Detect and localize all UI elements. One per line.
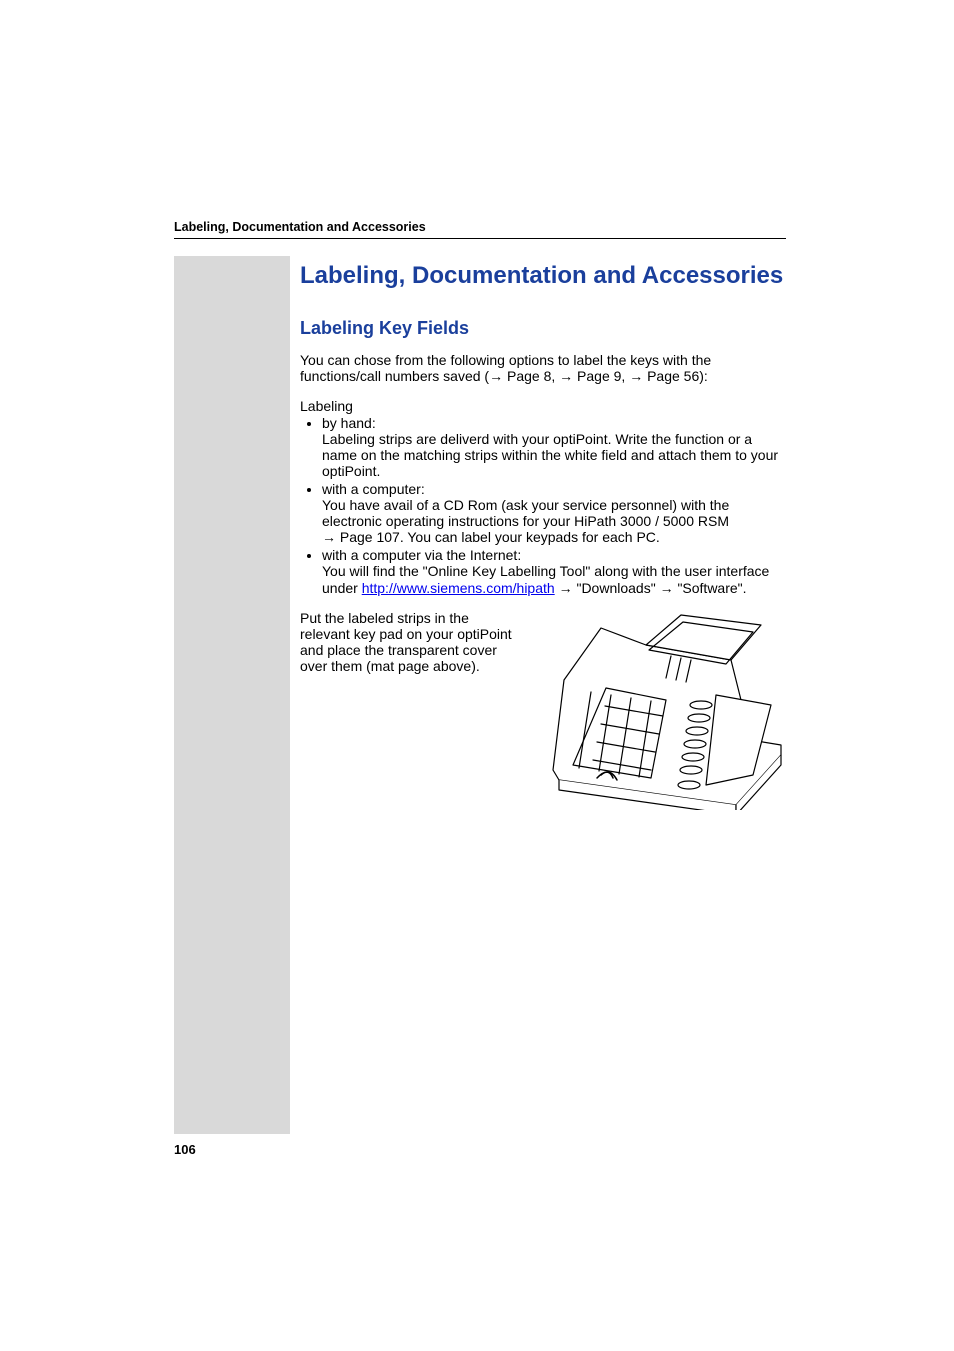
bullet-head: by hand:	[322, 415, 376, 431]
bullet-body-post: . You can label your keypads for each PC…	[400, 529, 660, 545]
list-item: with a computer via the Internet: You wi…	[322, 547, 786, 595]
arrow-icon: →	[322, 529, 340, 545]
arrow-icon: →	[629, 368, 647, 384]
intro-paragraph: You can chose from the following options…	[300, 352, 786, 384]
phone-illustration-svg	[531, 610, 786, 810]
closing-row: Put the labeled strips in the relevant k…	[300, 610, 786, 813]
labeling-label: Labeling	[300, 398, 786, 414]
list-item: with a computer: You have avail of a CD …	[322, 481, 786, 545]
page-title: Labeling, Documentation and Accessories	[300, 262, 786, 290]
phone-keypad-illustration	[531, 610, 786, 813]
arrow-icon: →	[660, 580, 674, 596]
labeling-options-list: by hand: Labeling strips are deliverd wi…	[300, 415, 786, 596]
bullet-body: Labeling strips are deliverd with your o…	[322, 431, 778, 479]
sidebar-gray-strip	[174, 256, 290, 1134]
arrow-icon: →	[559, 368, 577, 384]
bullet-head: with a computer via the Internet:	[322, 547, 521, 563]
content-column: Labeling, Documentation and Accessories …	[300, 256, 786, 813]
arrow-icon: →	[559, 580, 573, 596]
downloads-text: "Downloads"	[573, 580, 660, 596]
intro-ref3: Page 56	[647, 368, 699, 384]
intro-sep1: ,	[551, 368, 559, 384]
bullet-page-ref: Page 107	[340, 529, 400, 545]
section-subtitle: Labeling Key Fields	[300, 318, 786, 339]
list-item: by hand: Labeling strips are deliverd wi…	[322, 415, 786, 479]
closing-paragraph: Put the labeled strips in the relevant k…	[300, 610, 515, 674]
intro-ref2: Page 9	[577, 368, 621, 384]
intro-ref1: Page 8	[507, 368, 551, 384]
bullet-body-pre: You have avail of a CD Rom (ask your ser…	[322, 497, 729, 529]
intro-post: ):	[699, 368, 708, 384]
page-number: 106	[174, 1142, 196, 1157]
running-header: Labeling, Documentation and Accessories	[174, 220, 426, 234]
arrow-icon: →	[489, 368, 507, 384]
page: Labeling, Documentation and Accessories …	[0, 0, 954, 1351]
bullet-head: with a computer:	[322, 481, 425, 497]
siemens-hipath-link[interactable]: http://www.siemens.com/hipath	[362, 580, 555, 596]
software-text: "Software".	[674, 580, 747, 596]
header-rule	[174, 238, 786, 239]
